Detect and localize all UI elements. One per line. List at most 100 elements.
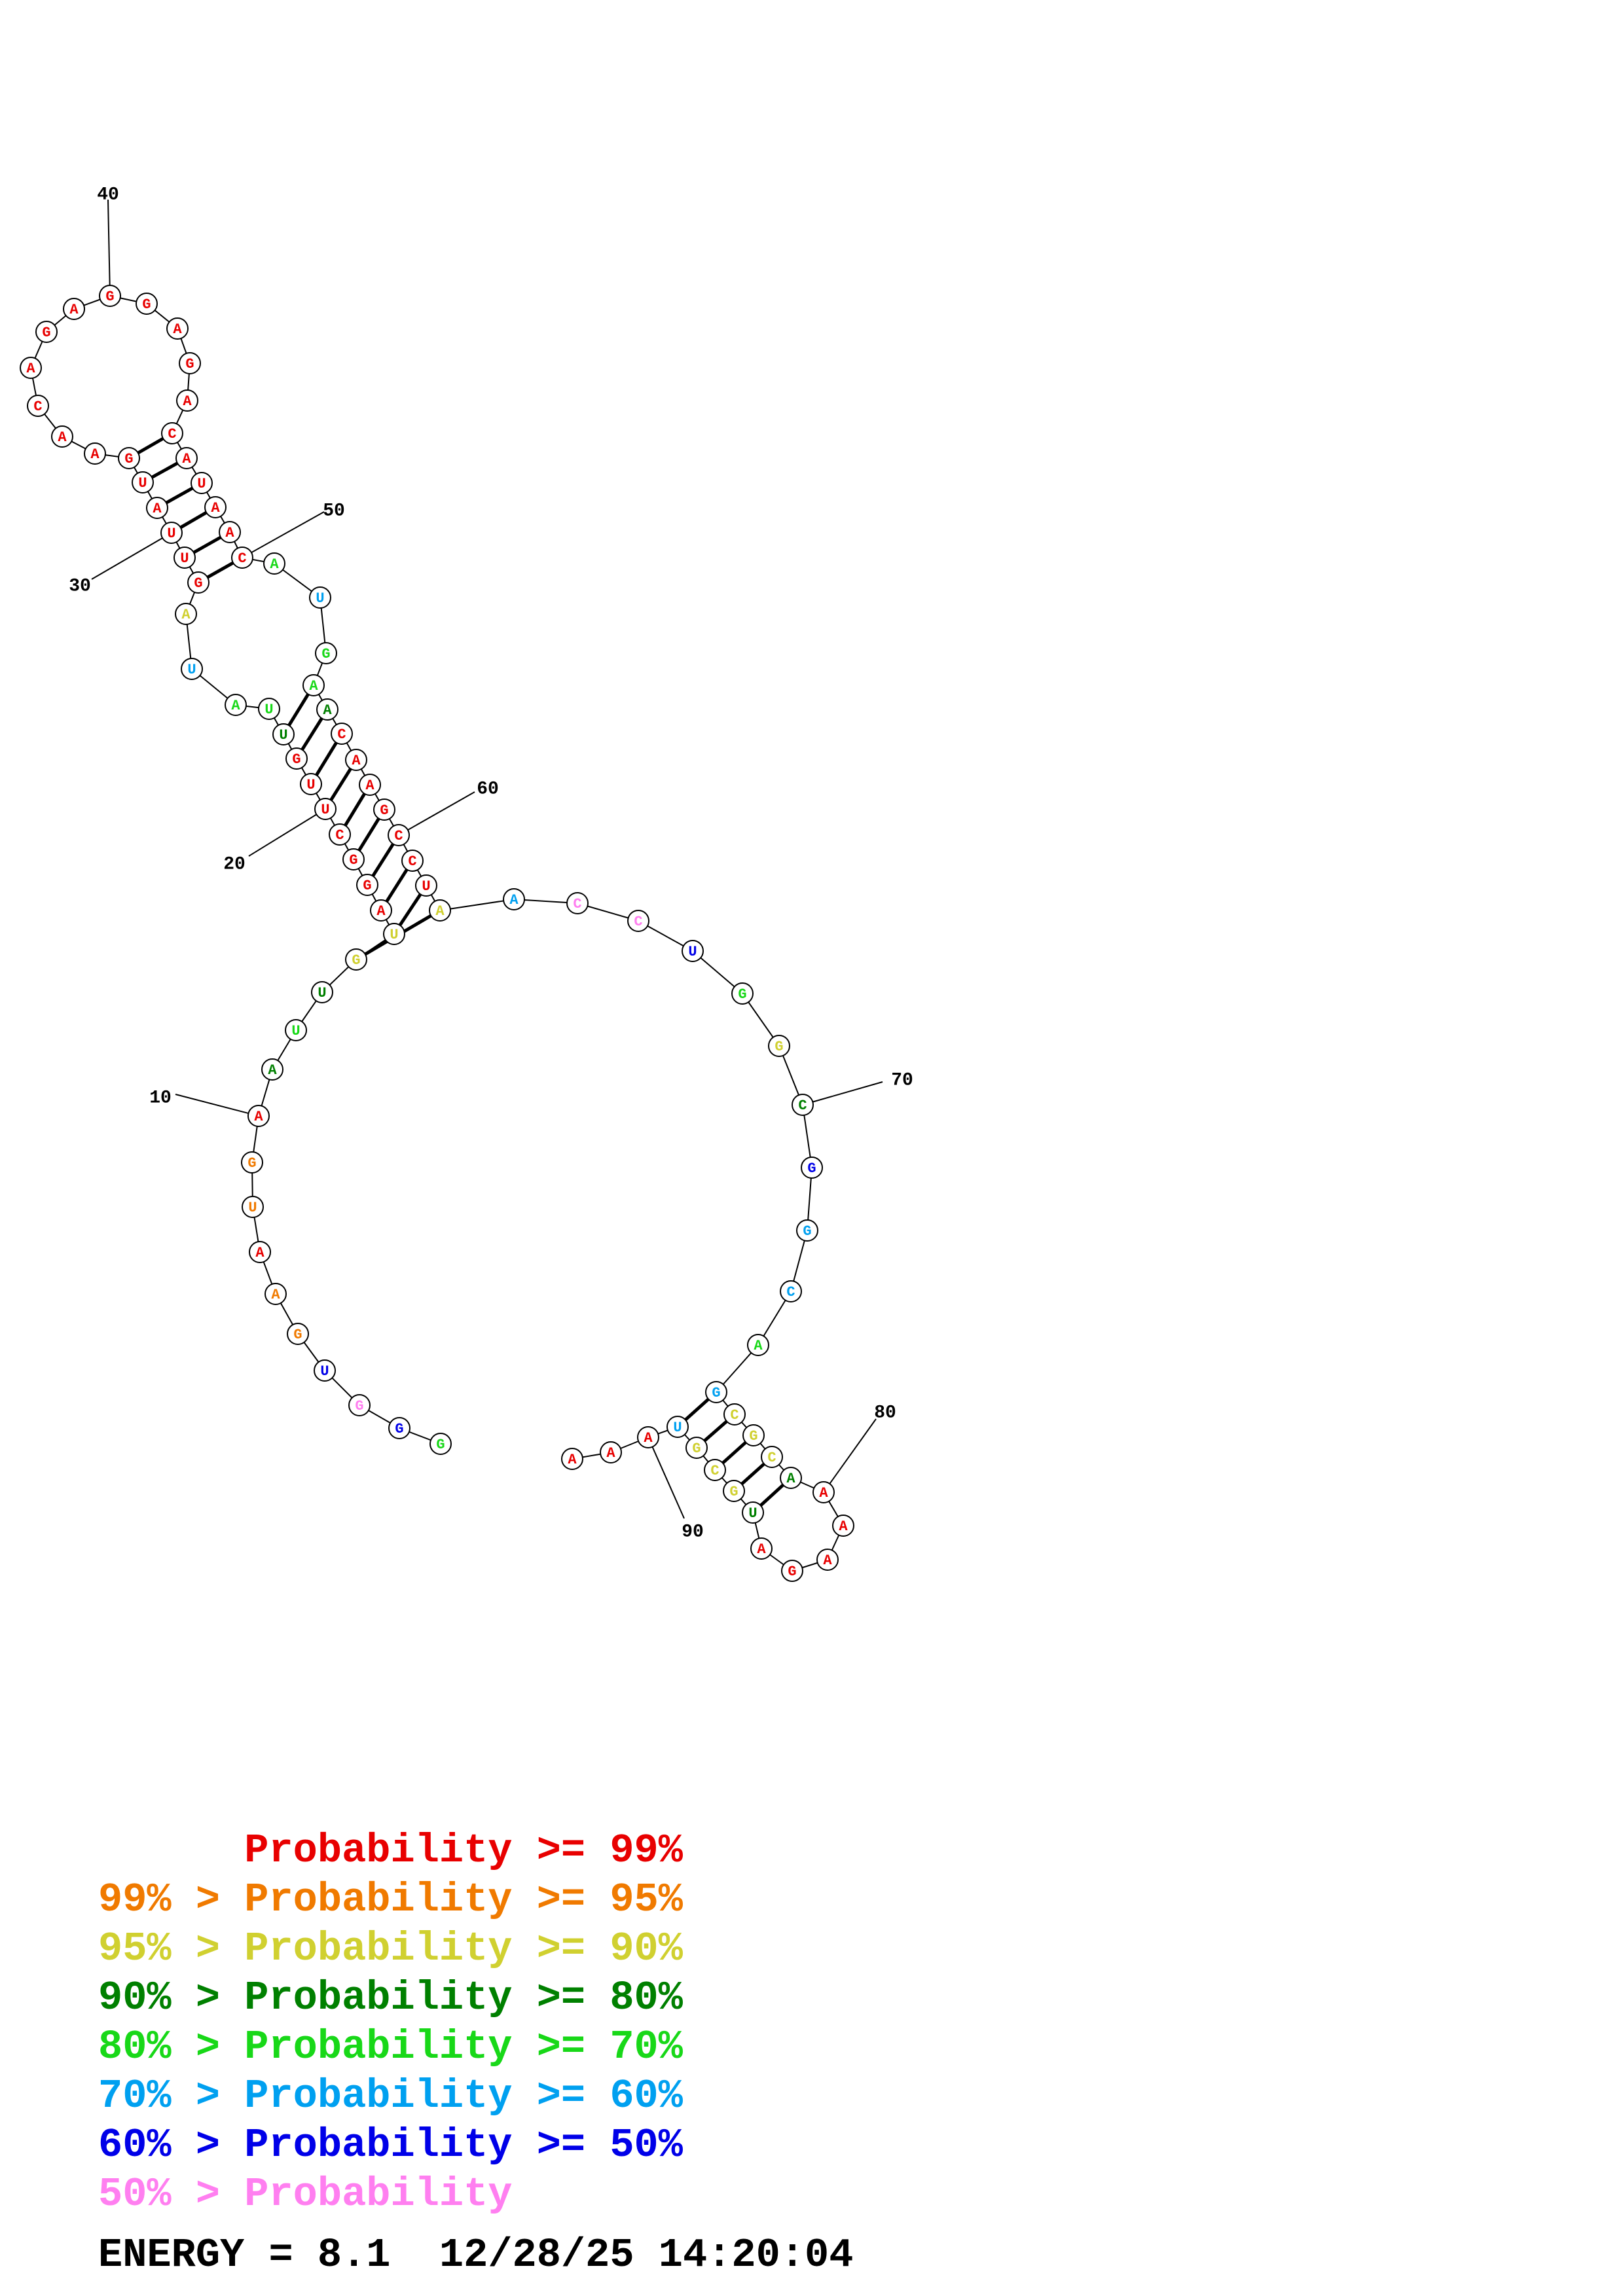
nucleotide-letter: C: [730, 1407, 739, 1424]
nucleotide: A: [84, 442, 106, 465]
nucleotide: U: [742, 1501, 764, 1524]
nucleotide: G: [388, 1417, 410, 1439]
nucleotide-letter: A: [255, 1245, 264, 1261]
position-label: 10: [149, 1088, 172, 1108]
nucleotide-letter: A: [268, 1062, 277, 1079]
nucleotide: G: [315, 642, 337, 664]
nucleotide-letter: A: [90, 446, 100, 463]
nucleotide-letter: U: [321, 802, 329, 818]
nucleotide-letter: A: [182, 451, 191, 467]
nucleotide-circle: [191, 472, 213, 494]
nucleotide-letter: A: [606, 1445, 615, 1462]
nucleotide: G: [285, 747, 308, 770]
nucleotide-circle: [63, 298, 85, 320]
probability-legend: Probability >= 99% 99% > Probability >= 9…: [98, 1826, 683, 2219]
tick-line: [647, 1437, 685, 1519]
nucleotide-letter: C: [238, 550, 246, 567]
tick-line: [175, 1094, 259, 1117]
nucleotide: A: [600, 1441, 622, 1463]
nucleotide-circle: [373, 798, 395, 821]
nucleotide-circle: [181, 658, 203, 680]
nucleotide-letter: A: [153, 501, 162, 517]
nucleotide: G: [136, 293, 158, 315]
base-pair-line: [329, 768, 352, 801]
legend-label: Probability >= 80%: [244, 1975, 683, 2021]
nucleotide-circle: [561, 1448, 583, 1470]
base-pair-line: [315, 742, 338, 776]
nucleotide: A: [359, 774, 381, 796]
nucleotide-letter: U: [167, 526, 175, 542]
nucleotide-letter: G: [807, 1160, 816, 1177]
nucleotide-letter: G: [738, 986, 746, 1003]
nucleotide-letter: C: [798, 1098, 807, 1114]
nucleotide-letter: A: [254, 1109, 263, 1125]
legend-row: 50% > Probability: [98, 2170, 683, 2219]
nucleotide-letter: A: [839, 1518, 848, 1535]
nucleotide-circle: [723, 1480, 745, 1502]
nucleotide-letter: A: [435, 903, 445, 920]
base-pair-line: [684, 1397, 710, 1422]
nucleotide: C: [331, 723, 353, 745]
nucleotide-circle: [342, 848, 365, 870]
nucleotide-circle: [173, 547, 196, 569]
nucleotide-letter: A: [352, 753, 361, 769]
tick-line: [91, 532, 172, 580]
nucleotide-circle: [503, 888, 525, 910]
base-pair-line: [759, 1483, 784, 1507]
nucleotide: C: [723, 1403, 746, 1426]
nucleotide-letter: U: [673, 1420, 682, 1436]
nucleotide: U: [415, 874, 437, 897]
nucleotide-letter: G: [42, 325, 50, 341]
nucleotide-letter: U: [264, 702, 273, 718]
tick-line: [398, 791, 475, 836]
nucleotide-circle: [383, 923, 405, 945]
nucleotide: C: [329, 823, 351, 846]
nucleotide-circle: [627, 910, 649, 932]
nucleotide-letter: G: [729, 1484, 738, 1500]
nucleotide: C: [27, 395, 49, 417]
nucleotide: C: [792, 1094, 814, 1116]
nucleotide-letter: A: [173, 321, 182, 338]
nucleotide: A: [370, 899, 392, 922]
legend-range-prefix: 70% >: [98, 2073, 245, 2119]
nucleotide-circle: [781, 1560, 803, 1582]
base-pair-line: [357, 817, 380, 852]
nucleotide-circle: [84, 442, 106, 465]
nucleotide-letter: G: [124, 451, 133, 467]
base-pair-lines: [137, 437, 784, 1507]
nucleotide: G: [342, 848, 365, 870]
nucleotide-circle: [300, 773, 322, 795]
legend-range-prefix: 90% >: [98, 1975, 245, 2021]
nucleotide-circle: [179, 352, 201, 374]
nucleotide-circle: [242, 1196, 264, 1218]
nucleotide: G: [118, 447, 140, 469]
nucleotide-letter: A: [270, 556, 279, 573]
base-pair-line: [165, 486, 194, 505]
nucleotide: A: [175, 447, 198, 469]
nucleotide-circle: [285, 747, 308, 770]
nucleotide: A: [561, 1448, 583, 1470]
position-tick-labels: 10 20 30 40 50 60 70 80 90: [69, 185, 913, 1542]
nucleotide: G: [705, 1381, 727, 1403]
nucleotide-circle: [302, 674, 325, 696]
nucleotide-letter: U: [316, 590, 324, 607]
nucleotide-circle: [705, 1381, 727, 1403]
nucleotide-circle: [225, 694, 247, 716]
nucleotide: A: [747, 1334, 769, 1356]
nucleotide: G: [287, 1323, 309, 1345]
nucleotide-circle: [204, 496, 227, 518]
nucleotide-letter: A: [376, 903, 386, 920]
nucleotide: G: [723, 1480, 745, 1502]
nucleotide: A: [63, 298, 85, 320]
nucleotide: A: [345, 749, 367, 771]
legend-range-prefix: 60% >: [98, 2122, 245, 2168]
position-label: 90: [682, 1522, 704, 1542]
nucleotide: A: [780, 1467, 802, 1489]
position-label: 30: [69, 576, 91, 596]
position-label: 20: [223, 854, 246, 874]
tick-line: [248, 808, 326, 857]
nucleotide-letter: A: [58, 429, 67, 446]
nucleotide: C: [161, 422, 183, 444]
position-label: 40: [97, 185, 119, 205]
nucleotide-letter: G: [749, 1428, 757, 1444]
